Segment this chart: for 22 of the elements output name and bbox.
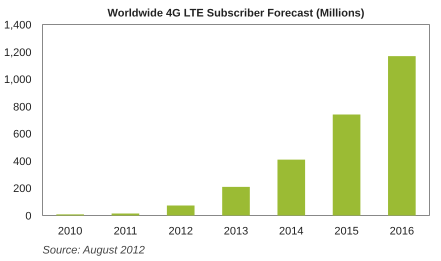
- bar: [277, 160, 306, 216]
- x-tick-label: 2012: [168, 226, 193, 238]
- bar: [166, 206, 195, 216]
- chart-title: Worldwide 4G LTE Subscriber Forecast (Millions): [108, 8, 365, 20]
- x-tick-label: 2011: [114, 226, 138, 238]
- y-tick-label: 0: [25, 210, 32, 222]
- y-tick-label: 600: [13, 128, 32, 141]
- x-tick-label: 2013: [224, 226, 248, 238]
- bar: [388, 56, 416, 216]
- y-tick-label: 400: [13, 156, 32, 168]
- x-tick-label: 2010: [58, 226, 82, 238]
- bar: [222, 186, 250, 216]
- x-tick-label: 2015: [334, 226, 359, 238]
- y-tick-label: 200: [13, 183, 32, 196]
- bar: [332, 114, 360, 216]
- y-tick-label: 1,400: [4, 20, 32, 32]
- y-tick-label: 1,000: [4, 74, 32, 86]
- x-tick-label: 2016: [390, 226, 414, 238]
- source-note: Source: August 2012: [42, 244, 145, 256]
- y-tick-label: 800: [13, 101, 32, 114]
- y-tick-label: 1,200: [4, 46, 32, 59]
- x-tick-label: 2014: [279, 226, 304, 238]
